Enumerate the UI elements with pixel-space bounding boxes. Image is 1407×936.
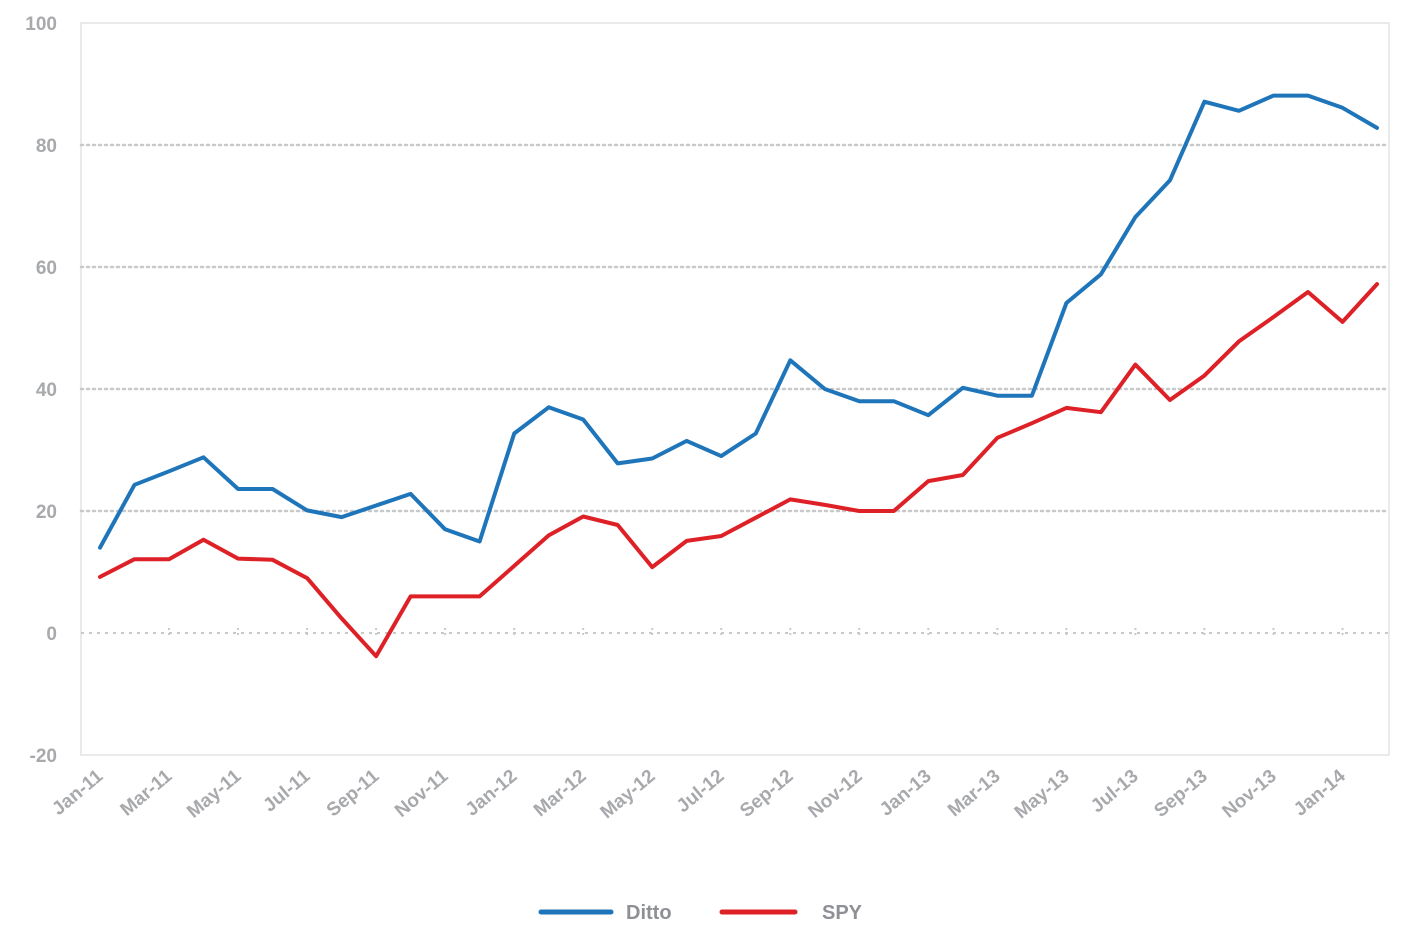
series-line-ditto (98, 93, 1379, 550)
x-tick-label: Sep-11 (323, 765, 384, 821)
x-tick-label: Jan-13 (876, 766, 936, 821)
y-tick-label: -20 (30, 746, 57, 767)
gridlines (79, 143, 1391, 638)
legend-item-spy: SPY (719, 902, 863, 924)
y-tick-label: 0 (46, 624, 57, 645)
x-tick-label: Nov-12 (804, 766, 866, 823)
x-tick-label: May-13 (1011, 766, 1074, 823)
x-tick-label: Sep-12 (736, 766, 797, 822)
x-tick-label: Mar-12 (530, 766, 590, 821)
x-tick-label: Jan-14 (1290, 765, 1350, 820)
y-tick-label: 100 (25, 14, 57, 35)
legend-label: SPY (822, 902, 863, 924)
x-tick-label: Sep-13 (1150, 766, 1211, 822)
x-tick-label: May-12 (597, 766, 660, 823)
y-tick-label: 60 (36, 258, 57, 279)
x-tick-label: Jul-12 (673, 766, 729, 817)
legend-label: Ditto (626, 902, 672, 924)
x-tick-label: Mar-11 (117, 765, 177, 820)
legend-item-ditto: Ditto (538, 902, 672, 924)
legend: Ditto SPY (538, 902, 863, 924)
x-axis-tick-labels: Jan-11 Mar-11 May-11 Jul-11 Sep-11 Nov-11 Jan-… (48, 765, 1350, 823)
x-tick-label: Mar-13 (944, 766, 1004, 821)
x-tick-label: Jul-11 (260, 765, 315, 816)
y-tick-label: 40 (36, 380, 57, 401)
x-tick-label: Nov-13 (1219, 766, 1281, 823)
y-axis-tick-labels: -20 0 20 40 60 80 100 (25, 14, 57, 767)
x-tick-label: May-11 (183, 765, 245, 822)
x-tick-label: Nov-11 (391, 765, 453, 821)
series-lines (98, 93, 1379, 659)
x-tick-label: Jan-12 (462, 766, 522, 821)
series-line-spy (98, 282, 1379, 659)
x-tick-label: Jan-11 (48, 765, 107, 819)
y-tick-label: 80 (36, 136, 57, 157)
y-tick-label: 20 (36, 502, 57, 523)
x-tick-label: Jul-13 (1087, 766, 1143, 817)
